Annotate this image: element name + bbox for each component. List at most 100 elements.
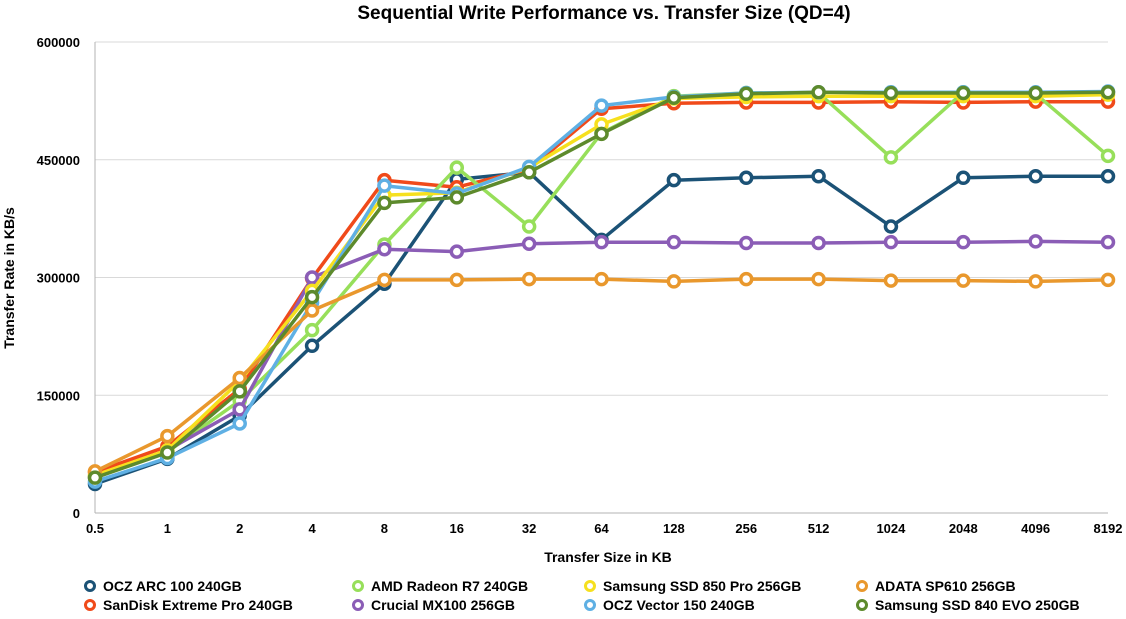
legend-marker xyxy=(584,599,596,611)
data-point xyxy=(449,272,465,288)
y-tick-label: 450000 xyxy=(37,153,80,168)
y-tick-label: 150000 xyxy=(37,388,80,403)
legend-item: Samsung SSD 850 Pro 256GB xyxy=(584,578,801,594)
data-point xyxy=(883,234,899,250)
data-point xyxy=(521,236,537,251)
data-point xyxy=(594,271,609,287)
x-tick-label: 512 xyxy=(808,521,830,536)
data-point xyxy=(1100,168,1116,184)
legend-marker xyxy=(352,580,364,592)
data-point xyxy=(1028,85,1043,101)
data-point xyxy=(666,90,682,105)
legend-item: OCZ Vector 150 240GB xyxy=(584,597,755,613)
data-point xyxy=(304,270,320,285)
x-tick-label: 4 xyxy=(308,521,316,536)
x-axis-title: Transfer Size in KB xyxy=(544,549,672,565)
data-point xyxy=(883,150,899,165)
chart-title: Sequential Write Performance vs. Transfe… xyxy=(357,3,850,24)
data-point xyxy=(811,84,826,100)
data-point xyxy=(738,235,754,251)
legend-label: OCZ Vector 150 240GB xyxy=(603,597,755,613)
x-tick-label: 32 xyxy=(522,521,536,536)
x-tick-label: 4096 xyxy=(1021,521,1050,536)
legend-item: ADATA SP610 256GB xyxy=(856,578,1016,594)
legend-label: Samsung SSD 840 EVO 250GB xyxy=(875,597,1080,613)
data-point xyxy=(956,85,971,101)
data-point xyxy=(811,235,826,251)
legend-item: Crucial MX100 256GB xyxy=(352,597,515,613)
series-line xyxy=(93,99,1110,474)
data-point xyxy=(377,241,392,257)
x-tick-label: 1 xyxy=(164,521,171,536)
legend-item: SanDisk Extreme Pro 240GB xyxy=(84,597,293,613)
legend-marker xyxy=(856,580,868,592)
legend: OCZ ARC 100 240GB AMD Radeon R7 240GB Sams… xyxy=(84,578,1080,613)
data-point xyxy=(1028,234,1043,249)
legend-marker xyxy=(584,580,596,592)
data-point xyxy=(956,273,971,288)
data-point xyxy=(738,271,754,287)
y-axis-ticks: 0 150000 300000 450000 600000 xyxy=(37,35,80,521)
data-point xyxy=(521,165,537,180)
data-point xyxy=(811,271,826,287)
legend-item: OCZ ARC 100 240GB xyxy=(84,578,242,594)
x-tick-label: 128 xyxy=(663,521,685,536)
y-tick-label: 0 xyxy=(73,506,80,521)
data-point xyxy=(594,98,609,113)
data-point xyxy=(449,190,465,205)
data-point xyxy=(160,445,175,460)
data-point xyxy=(232,384,247,399)
data-point xyxy=(883,85,899,101)
legend-label: ADATA SP610 256GB xyxy=(875,578,1016,594)
data-point xyxy=(1028,168,1043,184)
x-tick-label: 0.5 xyxy=(86,521,104,536)
data-point xyxy=(304,303,320,318)
data-point xyxy=(304,338,320,354)
x-axis-ticks: 0.5 1 2 4 8 16 32 64 128 256 512 1024 2048 4096 8192 xyxy=(86,521,1123,536)
legend-label: OCZ ARC 100 240GB xyxy=(103,578,242,594)
legend-item: Samsung SSD 840 EVO 250GB xyxy=(856,597,1080,613)
series-line xyxy=(93,170,1110,486)
data-point xyxy=(811,168,826,184)
data-point xyxy=(738,170,754,186)
y-tick-label: 300000 xyxy=(37,271,80,286)
series xyxy=(87,271,1116,479)
data-point xyxy=(594,126,609,142)
data-point xyxy=(1100,234,1116,250)
x-tick-label: 2048 xyxy=(949,521,978,536)
legend-label: AMD Radeon R7 240GB xyxy=(371,578,528,594)
legend-marker xyxy=(856,599,868,611)
legend-marker xyxy=(84,580,96,592)
data-point xyxy=(666,234,682,250)
data-point xyxy=(232,370,247,386)
data-point xyxy=(1100,148,1116,164)
data-point xyxy=(304,289,320,305)
data-point xyxy=(956,234,971,250)
data-point xyxy=(883,219,899,234)
x-tick-label: 256 xyxy=(735,521,757,536)
x-tick-label: 16 xyxy=(450,521,464,536)
data-point xyxy=(1100,84,1116,100)
data-point xyxy=(232,416,247,431)
data-point xyxy=(594,234,609,250)
data-point xyxy=(666,172,682,188)
x-tick-label: 8192 xyxy=(1094,521,1123,536)
data-point xyxy=(883,273,899,288)
legend-label: SanDisk Extreme Pro 240GB xyxy=(103,597,293,613)
data-point xyxy=(87,470,103,485)
data-point xyxy=(377,272,392,288)
y-tick-label: 600000 xyxy=(37,35,80,50)
data-point xyxy=(160,428,175,444)
x-tick-label: 64 xyxy=(594,521,609,536)
legend-label: Samsung SSD 850 Pro 256GB xyxy=(603,578,801,594)
data-point xyxy=(1028,274,1043,289)
series-lines xyxy=(87,84,1116,492)
data-point xyxy=(304,322,320,338)
legend-marker xyxy=(84,599,96,611)
legend-marker xyxy=(352,599,364,611)
data-point xyxy=(738,86,754,102)
data-point xyxy=(956,170,971,186)
y-axis-title: Transfer Rate in KB/s xyxy=(1,207,17,349)
data-point xyxy=(449,244,465,259)
